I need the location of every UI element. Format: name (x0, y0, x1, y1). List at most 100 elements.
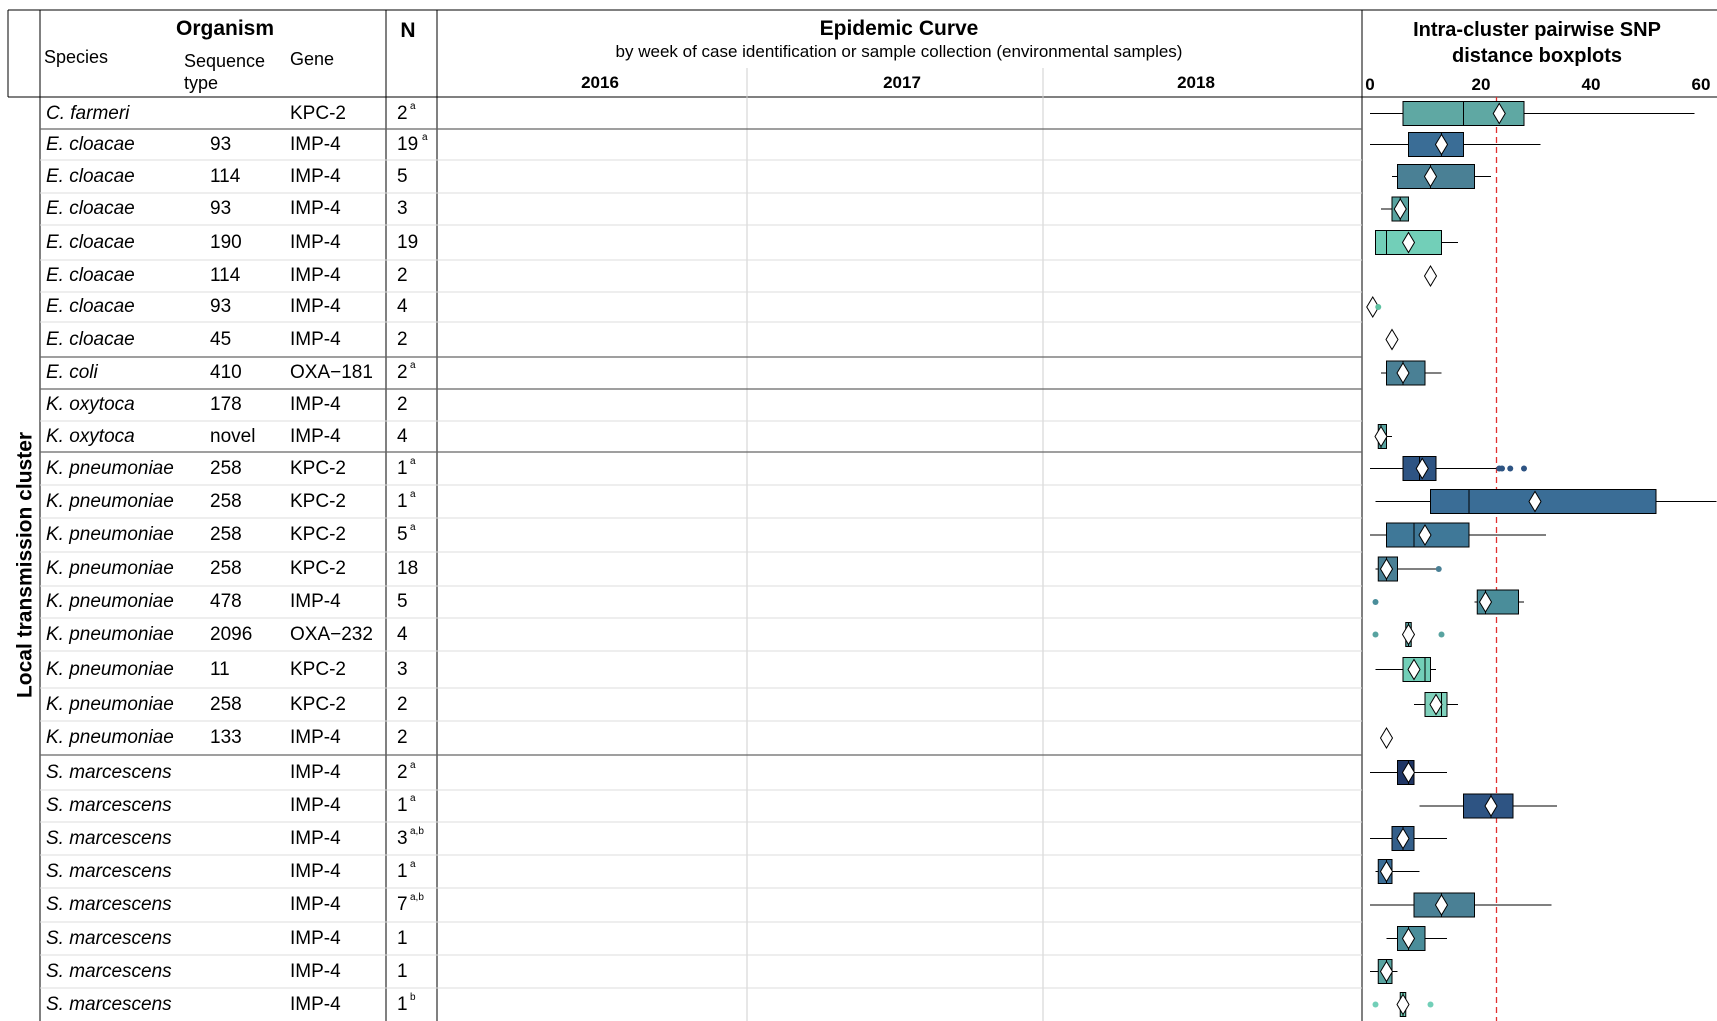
species-cell: S. marcescens (46, 827, 172, 849)
n-cell: 2 (397, 727, 408, 748)
n-cell: 3 (397, 658, 408, 680)
n-cell: 3 (397, 198, 408, 219)
gene-cell: IMP-4 (290, 394, 341, 415)
species-cell: S. marcescens (46, 795, 172, 816)
sequence-type-cell: 93 (210, 133, 232, 155)
n-cell: 2 (397, 265, 408, 286)
species-cell: K. pneumoniae (46, 558, 174, 579)
sequence-type-cell: 190 (210, 231, 242, 253)
sequence-type-cell: 478 (210, 591, 242, 612)
species-cell: K. pneumoniae (46, 727, 174, 748)
box-mean-diamond (1374, 425, 1388, 448)
n-cell: 2 (397, 328, 408, 350)
sequence-type-cell: 93 (210, 198, 232, 219)
epi-title: Epidemic Curve (819, 17, 979, 40)
side-label: Local transmission cluster (13, 431, 37, 699)
sequence-type-cell: 410 (210, 362, 242, 383)
n-footnote: a (410, 522, 416, 533)
n-cell: 2 (397, 394, 408, 415)
box-iqr (1430, 489, 1657, 514)
box-mean-diamond (1379, 960, 1394, 983)
gene-cell: OXA−232 (290, 623, 373, 645)
species-cell: S. marcescens (46, 860, 172, 882)
gene-cell: KPC-2 (290, 658, 346, 680)
organism-header: Organism (175, 17, 275, 40)
box-outlier (1372, 1001, 1379, 1008)
box-outlier (1507, 465, 1514, 472)
species-cell: K. pneumoniae (46, 658, 174, 680)
gene-cell: IMP-4 (290, 425, 341, 447)
species-cell: K. pneumoniae (46, 591, 174, 612)
n-cell: 5 (397, 591, 408, 612)
snp-tick-40: 40 (1581, 75, 1601, 94)
species-cell: E. cloacae (46, 231, 135, 253)
n-footnote: a,b (410, 825, 424, 837)
n-footnote: a (410, 455, 416, 467)
sequence-type-cell: 178 (210, 394, 242, 415)
box-outlier (1499, 465, 1505, 472)
gene-header: Gene (290, 49, 335, 69)
sequence-type-cell: 114 (210, 165, 241, 187)
gene-cell: IMP-4 (290, 894, 341, 915)
sequence-type-cell: 133 (210, 727, 242, 748)
box-mean-diamond (1366, 296, 1380, 318)
species-cell: K. oxytoca (46, 425, 135, 447)
box-mean-diamond (1396, 362, 1410, 384)
box-mean-diamond (1396, 827, 1410, 850)
gene-cell: IMP-4 (290, 133, 341, 155)
n-cell: 5 (397, 165, 408, 187)
box-outlier (1375, 304, 1382, 310)
box-mean-diamond (1528, 490, 1542, 513)
box-mean-diamond (1385, 328, 1399, 351)
sequence-type-cell: novel (210, 425, 256, 447)
gene-cell: OXA−181 (290, 362, 373, 383)
gene-cell: IMP-4 (290, 328, 341, 350)
species-cell: C. farmeri (46, 102, 130, 124)
gene-cell: KPC-2 (290, 524, 346, 545)
gene-cell: IMP-4 (290, 727, 341, 748)
box-mean-diamond (1401, 927, 1416, 950)
n-cell: 1 (397, 860, 408, 882)
snp-tick-0: 0 (1365, 75, 1375, 94)
snp-tick-60: 60 (1691, 75, 1711, 94)
box-mean-diamond (1379, 860, 1394, 883)
sequence-type-cell: 258 (210, 524, 242, 545)
n-footnote: a (410, 793, 416, 804)
snp-tick-20: 20 (1471, 75, 1491, 94)
gene-cell: KPC-2 (290, 457, 346, 479)
box-outlier (1435, 566, 1442, 572)
n-cell: 1 (397, 490, 408, 512)
box-mean-diamond (1429, 693, 1443, 716)
species-cell: E. cloacae (46, 328, 135, 350)
gene-cell: IMP-4 (290, 827, 341, 849)
gene-cell: KPC-2 (290, 102, 346, 124)
n-header: N (400, 19, 416, 42)
species-cell: K. pneumoniae (46, 524, 174, 545)
year-2017: 2017 (883, 73, 921, 92)
species-cell: S. marcescens (46, 960, 172, 982)
gene-cell: IMP-4 (290, 165, 341, 187)
gene-cell: IMP-4 (290, 960, 341, 982)
n-cell: 1 (397, 960, 408, 982)
year-2018: 2018 (1177, 73, 1215, 92)
n-cell: 19 (397, 231, 419, 253)
sequence-type-cell: 93 (210, 296, 232, 317)
box-mean-diamond (1401, 623, 1416, 646)
box-outlier (1372, 631, 1379, 638)
n-cell: 19 (397, 133, 419, 155)
species-cell: K. pneumoniae (46, 457, 174, 479)
species-cell: K. pneumoniae (46, 693, 174, 715)
gene-cell: IMP-4 (290, 860, 341, 882)
species-cell: E. cloacae (46, 198, 135, 219)
n-cell: 1 (397, 927, 408, 949)
box-outlier (1372, 599, 1379, 605)
gene-cell: IMP-4 (290, 231, 341, 253)
gene-cell: KPC-2 (290, 693, 346, 715)
n-footnote: a (410, 858, 416, 870)
species-cell: E. coli (46, 362, 98, 383)
species-cell: E. cloacae (46, 265, 135, 286)
gene-cell: IMP-4 (290, 265, 341, 286)
gene-cell: IMP-4 (290, 198, 341, 219)
n-cell: 4 (397, 425, 408, 447)
